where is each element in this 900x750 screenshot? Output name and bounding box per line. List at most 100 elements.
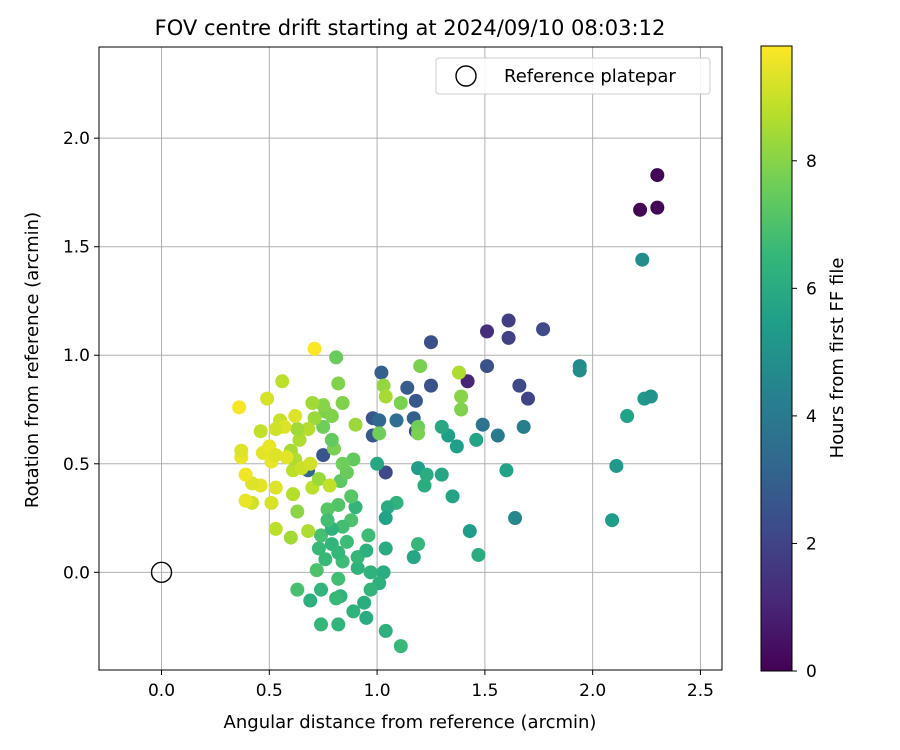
data-point <box>609 458 624 473</box>
data-point <box>324 409 339 424</box>
data-point <box>260 391 275 406</box>
data-point <box>303 456 318 471</box>
x-tick-label: 2.5 <box>687 681 714 701</box>
x-tick-label: 1.0 <box>364 681 391 701</box>
y-tick-label: 0.5 <box>63 455 90 475</box>
y-tick-label: 2.0 <box>63 129 90 149</box>
data-point <box>305 396 320 410</box>
y-axis-ticks: 0.0 0.5 1.0 1.5 2.0 <box>63 129 99 583</box>
data-point <box>359 543 374 558</box>
data-point <box>335 456 350 471</box>
data-point <box>329 591 344 606</box>
x-tick-label: 2.0 <box>579 681 606 701</box>
colorbar-ticks: 0 2 4 6 8 <box>792 152 817 682</box>
legend-box <box>435 57 711 95</box>
data-point <box>290 504 305 519</box>
data-point <box>314 582 329 597</box>
data-point <box>339 534 354 549</box>
data-point <box>232 400 247 415</box>
data-point <box>411 537 426 552</box>
data-point <box>454 389 469 404</box>
x-tick-label: 0.0 <box>148 681 175 701</box>
data-point <box>238 493 253 508</box>
data-point <box>350 560 365 575</box>
data-point <box>462 524 477 539</box>
data-point <box>253 424 268 439</box>
reference-platepar-marker <box>150 561 173 584</box>
data-point <box>320 502 335 517</box>
data-point <box>331 617 346 632</box>
data-point <box>406 550 421 565</box>
y-tick-label: 1.0 <box>63 346 90 366</box>
data-point <box>378 623 393 638</box>
data-point <box>378 389 393 404</box>
x-tick-label: 0.5 <box>256 681 283 701</box>
data-point <box>408 393 423 408</box>
data-point <box>264 495 279 510</box>
data-point <box>324 432 339 447</box>
data-point <box>268 521 283 536</box>
data-point <box>290 582 305 597</box>
data-point <box>234 443 249 458</box>
data-point <box>445 489 460 504</box>
colorbar-tick-label: 2 <box>806 534 817 554</box>
data-point <box>309 563 324 578</box>
data-point <box>378 465 393 480</box>
data-point <box>452 365 467 380</box>
data-point <box>316 398 331 413</box>
legend-label-reference: Reference platepar <box>504 66 676 87</box>
data-point <box>268 480 283 495</box>
data-point <box>508 511 523 526</box>
data-point <box>378 541 393 556</box>
data-point <box>480 359 495 374</box>
data-point <box>389 413 404 428</box>
data-point <box>331 376 346 391</box>
data-point <box>288 409 303 424</box>
data-point <box>331 545 346 560</box>
x-axis-ticks: 0.0 0.5 1.0 1.5 2.0 2.5 <box>148 670 714 701</box>
colorbar-frame <box>760 45 793 672</box>
data-point <box>413 359 428 374</box>
data-point <box>393 639 408 654</box>
data-point <box>363 582 378 597</box>
data-point <box>378 511 393 526</box>
data-point <box>292 432 307 447</box>
data-point <box>536 322 551 337</box>
data-point <box>335 519 350 534</box>
grid-lines <box>99 47 722 670</box>
data-point <box>605 513 620 528</box>
data-point <box>380 500 395 515</box>
data-point <box>348 500 363 515</box>
data-point <box>363 565 378 580</box>
y-tick-label: 0.0 <box>63 563 90 583</box>
data-point <box>301 422 316 437</box>
data-point <box>331 498 346 513</box>
data-point <box>361 528 376 543</box>
data-point <box>290 422 305 437</box>
data-point <box>359 610 374 625</box>
plot-frame <box>98 46 723 671</box>
colorbar-tick-label: 0 <box>806 662 817 682</box>
data-point <box>329 350 344 365</box>
data-point <box>650 200 665 215</box>
colorbar-tick-label: 8 <box>806 152 817 172</box>
reference-marker <box>150 561 173 584</box>
data-point <box>490 428 505 443</box>
data-point <box>316 419 331 434</box>
data-point <box>423 335 438 350</box>
data-point <box>316 448 331 463</box>
data-point <box>376 565 391 580</box>
data-point <box>318 552 333 567</box>
legend: Reference platepar <box>435 57 711 95</box>
data-point <box>286 487 301 502</box>
data-point <box>275 374 290 389</box>
data-point <box>283 530 298 545</box>
data-point <box>449 439 464 454</box>
data-point <box>520 391 535 406</box>
data-point <box>501 313 516 328</box>
data-point <box>376 378 391 393</box>
data-point <box>512 378 527 393</box>
data-points <box>232 168 665 654</box>
x-tick-label: 1.5 <box>471 681 498 701</box>
